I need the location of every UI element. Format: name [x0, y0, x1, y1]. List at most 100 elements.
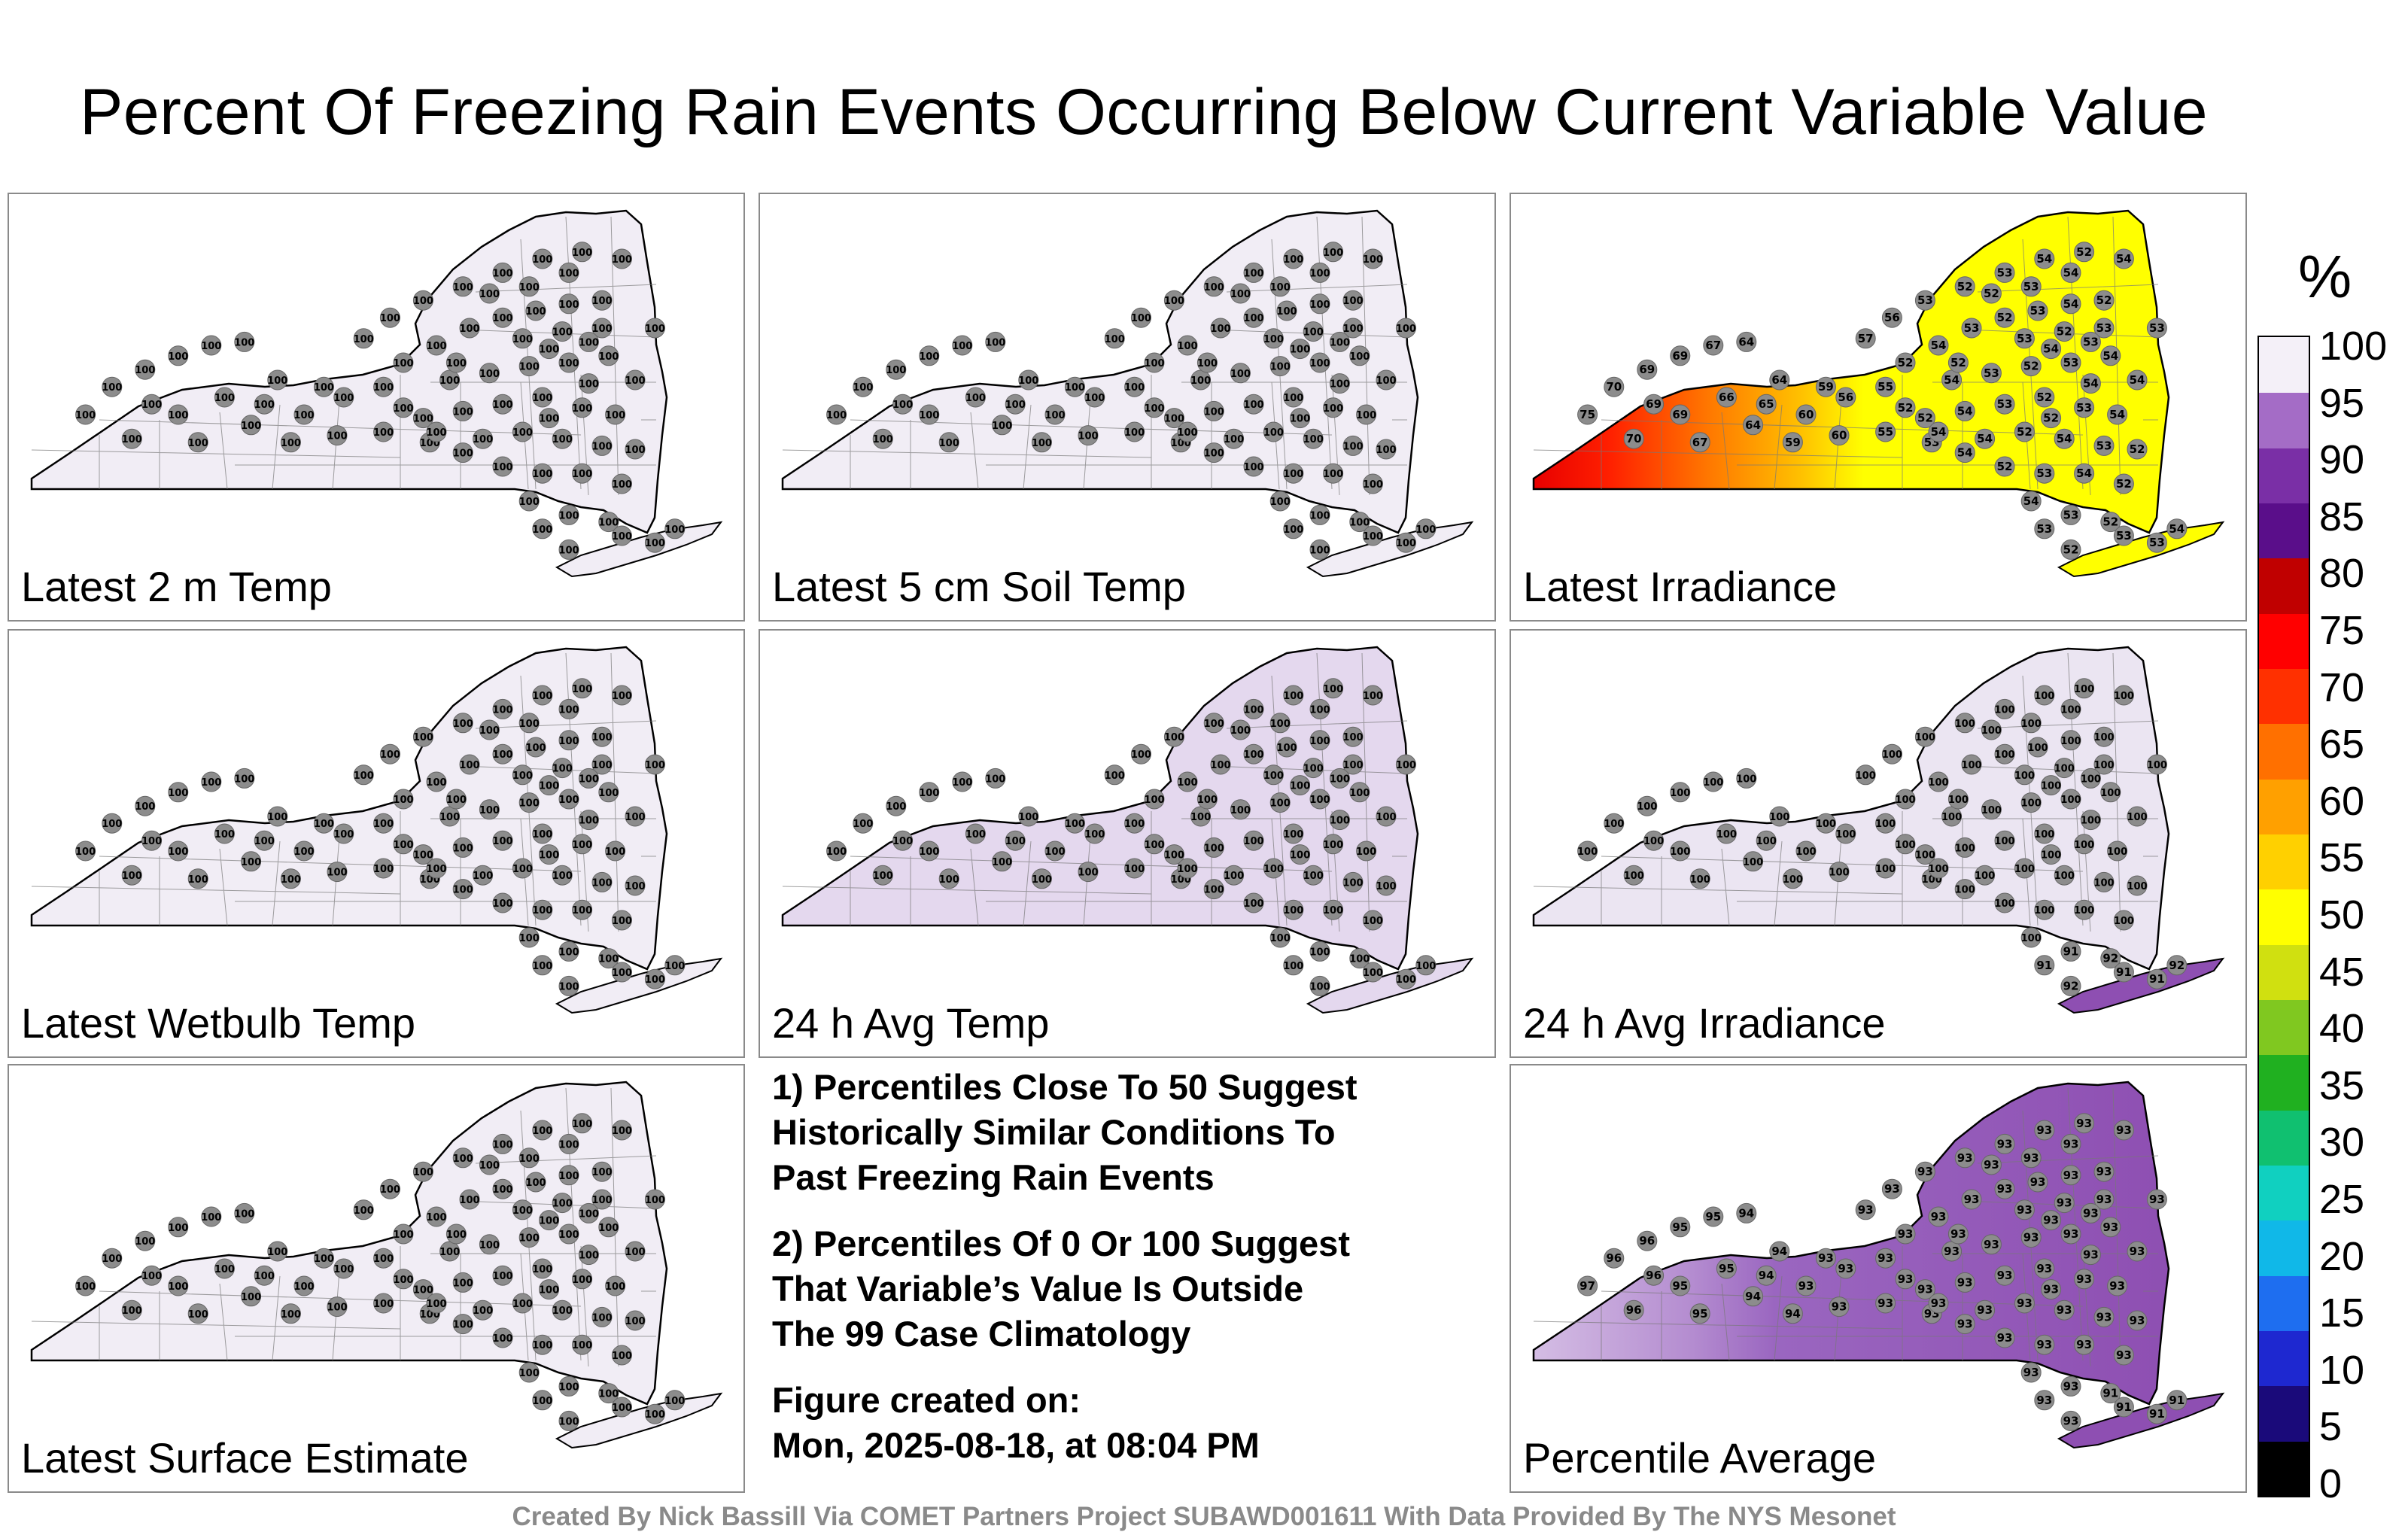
station-marker	[1994, 892, 2015, 913]
station-value: 93	[1957, 1318, 1973, 1331]
colorbar-tick-label: 20	[2319, 1233, 2365, 1279]
station-marker	[1743, 415, 1764, 436]
colorbar-tick-label: 40	[2319, 1006, 2365, 1052]
station-value: 100	[439, 812, 460, 823]
station-value: 93	[2130, 1245, 2145, 1258]
station-marker	[2100, 512, 2121, 533]
station-value: 100	[141, 400, 162, 411]
station-value: 100	[1204, 719, 1224, 730]
station-value: 100	[919, 410, 939, 421]
station-marker	[187, 1303, 208, 1324]
station-marker	[135, 359, 156, 380]
colorbar-tick-label: 90	[2319, 437, 2365, 483]
station-marker	[2080, 810, 2101, 831]
station-value: 100	[492, 400, 512, 411]
station-value: 64	[1745, 418, 1761, 432]
station-value: 52	[1984, 287, 1999, 300]
colorbar-segment	[2259, 944, 2309, 1000]
station-marker	[1829, 1296, 1850, 1318]
station-marker	[452, 1314, 473, 1335]
station-value: 100	[572, 1119, 592, 1130]
station-marker	[1290, 339, 1311, 360]
station-value: 100	[1243, 462, 1263, 473]
station-value: 100	[1643, 836, 1664, 847]
station-marker	[1395, 968, 1416, 989]
station-value: 100	[579, 816, 599, 827]
station-value: 100	[327, 431, 347, 442]
station-value: 100	[426, 341, 446, 352]
station-marker	[426, 335, 447, 356]
colorbar-tick-label: 75	[2319, 608, 2365, 653]
colorbar-tick-label: 50	[2319, 892, 2365, 938]
station-value: 100	[2127, 881, 2147, 892]
station-value: 100	[1948, 795, 1969, 806]
station-marker	[1224, 865, 1245, 886]
station-marker	[426, 771, 447, 792]
station-marker	[1961, 318, 1982, 339]
colorbar-tick-label: 60	[2319, 778, 2365, 824]
station-marker	[532, 1334, 553, 1355]
station-value: 93	[2063, 1414, 2079, 1427]
station-value: 100	[1283, 393, 1303, 404]
station-marker	[2034, 1390, 2055, 1411]
station-value: 100	[2107, 847, 2127, 858]
station-value: 100	[439, 1247, 460, 1258]
station-value: 100	[1164, 850, 1184, 862]
station-value: 100	[625, 1316, 645, 1327]
station-value: 100	[426, 864, 446, 875]
station-marker	[353, 1199, 374, 1220]
station-marker	[1782, 1303, 1803, 1324]
station-value: 100	[1835, 829, 1856, 840]
station-value: 100	[1309, 299, 1330, 311]
station-value: 100	[525, 306, 546, 318]
station-marker	[187, 868, 208, 889]
station-value: 100	[1124, 382, 1145, 394]
station-marker	[2113, 525, 2134, 546]
station-marker	[2080, 373, 2101, 394]
station-marker	[853, 376, 874, 397]
station-marker	[459, 1189, 480, 1210]
station-marker	[1124, 858, 1145, 879]
station-marker	[532, 685, 553, 706]
station-marker	[241, 1286, 262, 1307]
station-marker	[2074, 242, 2095, 263]
station-value: 100	[1243, 313, 1263, 324]
station-marker	[393, 834, 414, 855]
station-marker	[985, 768, 1006, 789]
station-value: 100	[2127, 812, 2147, 823]
station-value: 100	[1283, 691, 1303, 702]
station-value: 100	[558, 795, 579, 806]
station-marker	[75, 1275, 96, 1296]
station-marker	[512, 421, 533, 442]
station-value: 100	[2054, 871, 2075, 882]
station-value: 100	[1941, 812, 1962, 823]
station-marker	[1309, 262, 1330, 283]
station-marker	[1994, 1133, 2015, 1154]
station-marker	[992, 415, 1013, 436]
station-value: 100	[1994, 836, 2014, 847]
station-value: 100	[1349, 788, 1370, 799]
station-value: 100	[1363, 531, 1383, 543]
station-marker	[2054, 1299, 2075, 1321]
station-marker	[1130, 743, 1151, 764]
station-value: 100	[333, 829, 354, 840]
station-marker	[2100, 948, 2121, 969]
station-value: 100	[1624, 871, 1644, 882]
station-marker	[518, 713, 540, 734]
station-marker	[267, 806, 288, 827]
station-marker	[2060, 1375, 2081, 1397]
station-marker	[2100, 1383, 2121, 1404]
station-value: 100	[598, 518, 619, 529]
station-value: 100	[919, 847, 939, 858]
station-value: 52	[1917, 412, 1933, 425]
station-marker	[254, 830, 275, 851]
station-value: 100	[1309, 545, 1330, 556]
station-marker	[373, 813, 394, 834]
station-value: 100	[1875, 864, 1896, 875]
station-marker	[379, 743, 400, 764]
station-marker	[518, 1147, 540, 1169]
station-value: 100	[1065, 382, 1085, 394]
station-value: 54	[1957, 404, 1973, 418]
station-marker	[1637, 1230, 1658, 1251]
